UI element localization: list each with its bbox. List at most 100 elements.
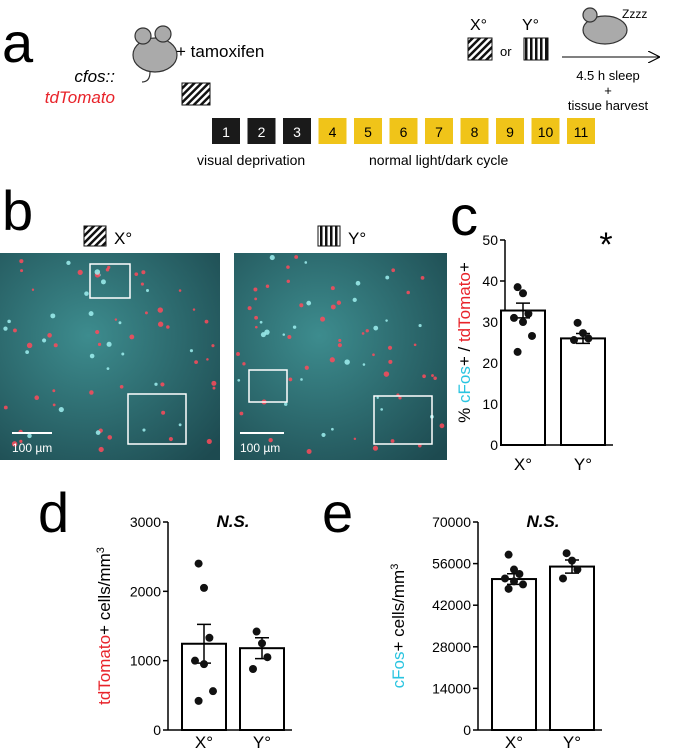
data-point: [194, 696, 203, 705]
cell: [34, 395, 40, 401]
cell: [388, 359, 393, 364]
y-tick-label: 42000: [432, 597, 471, 613]
data-point: [513, 347, 522, 356]
cell: [287, 334, 292, 340]
cell: [330, 304, 336, 310]
cell: [264, 329, 270, 335]
cell: [306, 300, 312, 306]
micrograph-label: Y°: [348, 229, 366, 248]
cell: [337, 343, 342, 348]
day-box: [247, 118, 276, 144]
cell: [157, 307, 164, 313]
data-point: [515, 570, 524, 578]
cell: [286, 265, 290, 269]
snore: Zzzz: [622, 7, 647, 21]
cell: [141, 270, 146, 275]
x-tick-label: Y°: [574, 455, 592, 474]
y-label-part: +: [455, 262, 474, 272]
significance: N.S.: [216, 512, 249, 531]
data-point: [191, 656, 199, 665]
y-axis-label: % cFos+ / tdTomato+: [455, 262, 474, 423]
y-axis-label: tdTomato+ cells/mm3: [95, 547, 114, 705]
cell: [398, 396, 402, 400]
day-box: [318, 118, 347, 144]
data-point: [584, 334, 593, 343]
cell: [304, 365, 309, 370]
y-tick-label: 28000: [432, 639, 471, 655]
cell: [27, 433, 32, 439]
panel-letter: d: [38, 481, 69, 544]
day-label: 8: [471, 124, 479, 140]
cell: [299, 303, 304, 308]
panel-letter: a: [2, 11, 34, 74]
data-point: [568, 556, 576, 565]
x-tick-label: X°: [195, 733, 213, 751]
cell: [121, 352, 125, 356]
cell: [268, 437, 273, 443]
cell: [329, 357, 335, 363]
data-point: [513, 283, 522, 292]
inset-box: [89, 263, 433, 445]
cell: [89, 390, 94, 395]
cell: [192, 308, 196, 311]
cell: [118, 321, 122, 325]
day-box: [425, 118, 453, 144]
cell: [25, 350, 29, 354]
cell: [26, 342, 33, 349]
day-label: 4: [329, 124, 337, 140]
cell: [52, 403, 56, 407]
cell: [19, 259, 24, 264]
cell: [7, 319, 11, 324]
panel-letter: c: [450, 184, 478, 247]
cell: [254, 297, 258, 301]
cell: [237, 378, 241, 382]
y-label-part: + /: [455, 342, 474, 366]
cell: [344, 359, 350, 365]
phase-label: visual deprivation: [197, 152, 305, 168]
cell: [106, 367, 110, 370]
cell: [385, 275, 390, 280]
cell: [161, 410, 166, 415]
y-label-sup: 3: [95, 547, 107, 553]
day-box: [283, 118, 311, 144]
data-point: [510, 565, 518, 574]
cell: [282, 333, 286, 336]
cell: [11, 441, 18, 447]
day-box: [212, 118, 240, 144]
significance: *: [599, 226, 612, 264]
data-point: [570, 336, 578, 345]
data-point: [559, 574, 567, 583]
x-tick-label: Y°: [253, 733, 271, 751]
cell: [259, 320, 263, 324]
cell: [385, 319, 388, 322]
cell: [160, 382, 165, 387]
cell: [66, 260, 71, 266]
data-point: [510, 313, 518, 322]
day-label: 11: [574, 124, 589, 140]
y-label-part: %: [455, 403, 474, 423]
bar: [500, 309, 546, 446]
cell: [336, 300, 342, 305]
y-label-part: cFos: [389, 652, 408, 689]
data-point: [249, 664, 257, 673]
data-point: [519, 580, 527, 589]
data-point: [194, 559, 203, 568]
cell: [422, 374, 426, 379]
day-box: [460, 118, 489, 144]
scale-label: 100 µm: [12, 441, 52, 455]
x-tick-label: Y°: [563, 733, 581, 751]
data-point: [200, 583, 208, 592]
scale-label: 100 µm: [240, 441, 280, 455]
cell: [97, 342, 102, 347]
y-axis-label: cFos+ cells/mm3: [389, 564, 408, 689]
y-tick-label: 3000: [130, 514, 161, 530]
cell: [418, 323, 422, 328]
cell: [380, 408, 384, 411]
cell: [338, 338, 342, 343]
cell: [365, 329, 369, 333]
cell: [352, 297, 357, 303]
data-point: [252, 627, 261, 636]
y-label-part: + cells/mm: [95, 553, 114, 635]
cell: [140, 282, 144, 286]
